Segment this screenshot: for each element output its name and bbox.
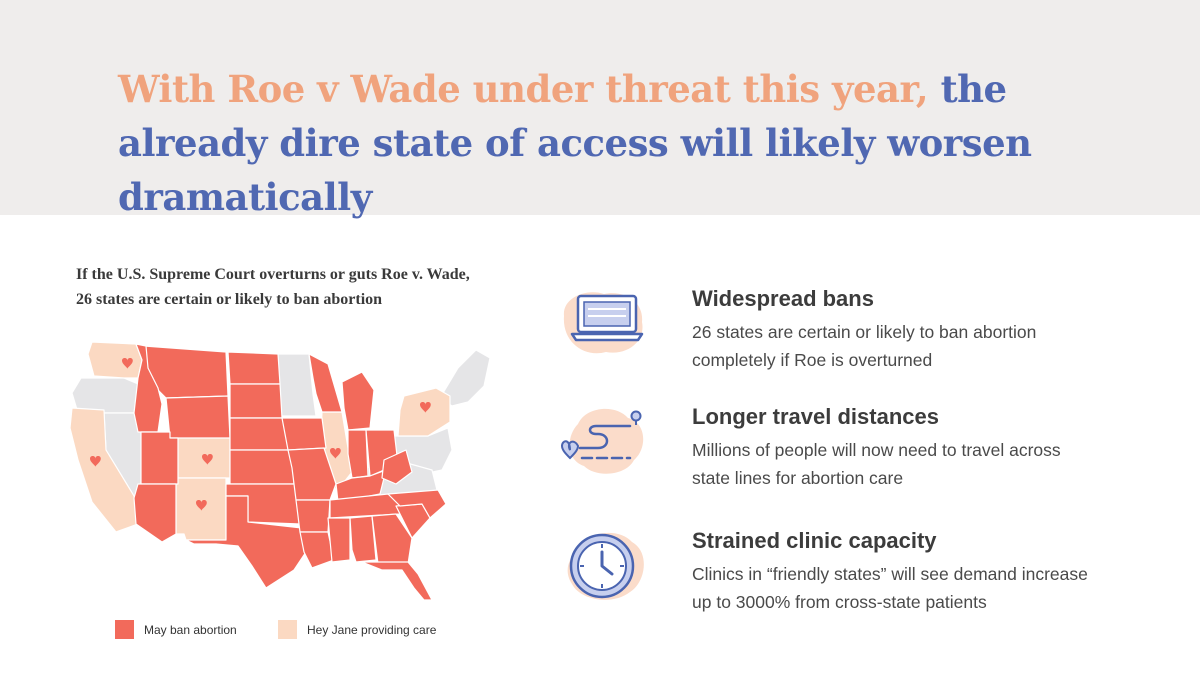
heart-icon bbox=[122, 358, 133, 369]
legend-item-care: Hey Jane providing care bbox=[278, 620, 436, 639]
feature-description-line-2: state lines for abortion care bbox=[692, 468, 904, 488]
legend-item-ban: May ban abortion bbox=[115, 620, 237, 639]
us-map-graphic bbox=[69, 341, 491, 600]
state-north-carolina bbox=[387, 489, 447, 519]
feature-title: Widespread bans bbox=[692, 286, 874, 311]
heart-icon bbox=[420, 402, 431, 413]
map-caption: If the U.S. Supreme Court overturns or g… bbox=[76, 262, 546, 312]
state-kansas bbox=[229, 449, 295, 485]
feature-description: 26 states are certain or likely to ban a… bbox=[692, 318, 1162, 374]
feature-description: Millions of people will now need to trav… bbox=[692, 436, 1162, 492]
feature-description-line-1: Clinics in “friendly states” will see de… bbox=[692, 564, 1088, 584]
state-california bbox=[69, 407, 139, 533]
legend-swatch-ban bbox=[115, 620, 134, 639]
map-caption-line-2: 26 states are certain or likely to ban a… bbox=[76, 291, 383, 308]
state-new-york bbox=[397, 387, 451, 437]
legend-label-care: Hey Jane providing care bbox=[307, 622, 437, 637]
header-banner: With Roe v Wade under threat this year, … bbox=[0, 0, 1200, 219]
clock-icon bbox=[556, 528, 656, 608]
heart-icon bbox=[196, 500, 207, 511]
state-oregon bbox=[71, 377, 139, 414]
state-alabama bbox=[349, 515, 377, 563]
state-texas bbox=[185, 495, 307, 589]
legend-swatch-care bbox=[278, 620, 297, 639]
route-icon bbox=[556, 404, 656, 484]
feature-title: Longer travel distances bbox=[692, 404, 939, 429]
state-arkansas bbox=[295, 499, 331, 533]
legend-label-ban: May ban abortion bbox=[144, 622, 237, 637]
feature-description: Clinics in “friendly states” will see de… bbox=[692, 560, 1162, 616]
laptop-icon bbox=[556, 286, 656, 366]
feature-clinic-capacity: Strained clinic capacity Clinics in “fri… bbox=[556, 528, 1176, 628]
state-georgia bbox=[371, 513, 413, 565]
heart-markers bbox=[90, 358, 431, 511]
feature-description-line-1: Millions of people will now need to trav… bbox=[692, 440, 1061, 460]
feature-widespread-bans: Widespread bans 26 states are certain or… bbox=[556, 286, 1176, 386]
state-wyoming bbox=[165, 395, 231, 439]
heart-icon bbox=[90, 456, 101, 467]
heart-icon bbox=[330, 448, 341, 459]
state-washington bbox=[87, 341, 143, 379]
feature-title: Strained clinic capacity bbox=[692, 528, 937, 553]
state-utah bbox=[140, 431, 179, 485]
state-south-dakota bbox=[229, 383, 283, 419]
state-new-england bbox=[439, 349, 491, 407]
state-arizona bbox=[133, 483, 177, 543]
headline-accent: With Roe v Wade under threat this year, bbox=[118, 67, 929, 111]
state-north-dakota bbox=[227, 351, 281, 385]
state-nebraska bbox=[229, 417, 291, 451]
feature-description-line-2: up to 3000% from cross-state patients bbox=[692, 592, 987, 612]
headline: With Roe v Wade under threat this year, … bbox=[118, 62, 1098, 224]
state-iowa bbox=[281, 417, 327, 451]
state-indiana bbox=[347, 429, 369, 479]
headline-primary: the already dire state of access will li… bbox=[118, 67, 1032, 219]
state-florida bbox=[361, 561, 433, 600]
state-louisiana bbox=[299, 531, 335, 569]
feature-longer-travel: Longer travel distances Millions of peop… bbox=[556, 404, 1176, 504]
us-map bbox=[66, 338, 496, 600]
state-west-virginia bbox=[381, 449, 413, 485]
state-wisconsin bbox=[308, 353, 343, 413]
feature-description-line-2: completely if Roe is overturned bbox=[692, 350, 933, 370]
map-caption-line-1: If the U.S. Supreme Court overturns or g… bbox=[76, 266, 470, 283]
state-mississippi bbox=[327, 517, 351, 563]
feature-description-line-1: 26 states are certain or likely to ban a… bbox=[692, 322, 1037, 342]
state-michigan bbox=[341, 371, 375, 431]
heart-icon bbox=[202, 454, 213, 465]
